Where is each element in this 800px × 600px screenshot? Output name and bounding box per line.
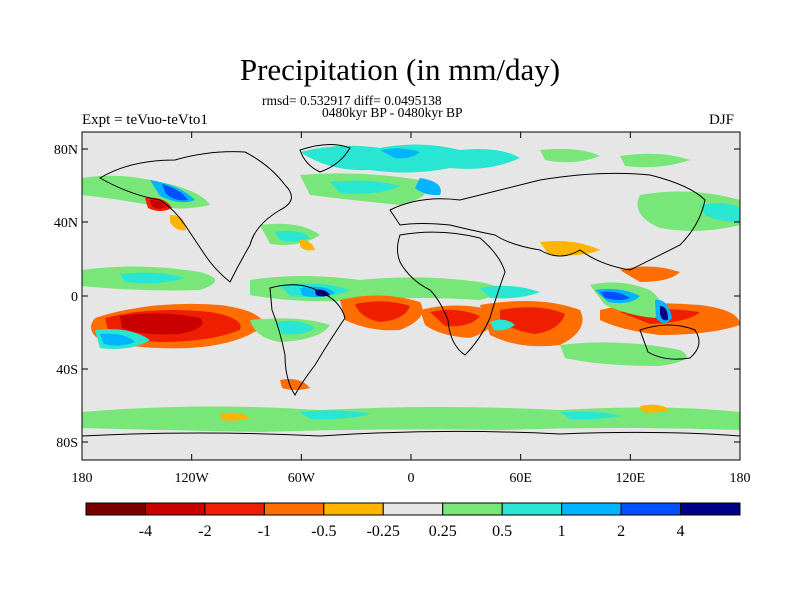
x-tick-label: 120E xyxy=(616,471,646,486)
colorbar-label: -2 xyxy=(198,523,211,540)
coastlines xyxy=(82,144,740,437)
x-tick-label: 180 xyxy=(730,471,751,486)
eurasia-coast xyxy=(389,172,706,271)
axis-labels: 80N 40N 0 40S 80S 180 120W 60W 0 60E 120E 180 xyxy=(54,143,751,486)
map-field xyxy=(82,132,740,460)
season-label: DJF xyxy=(709,112,735,128)
colorbar-label: -0.25 xyxy=(367,523,400,540)
colorbar-swatch xyxy=(561,502,622,516)
australia-coast xyxy=(639,324,700,360)
greenland-coast xyxy=(299,144,351,173)
south-america-coast xyxy=(269,284,346,396)
colorbar-swatch xyxy=(620,502,682,516)
plot-title: Precipitation (in mm/day) xyxy=(239,52,561,87)
colorbar-label: 4 xyxy=(677,523,685,540)
colorbar-swatch xyxy=(442,502,503,516)
colorbar: -4 -2 -1 -0.5 -0.25 0.25 0.5 1 2 4 xyxy=(85,502,741,540)
colorbar-swatch xyxy=(501,502,563,516)
stats-line: rmsd= 0.532917 diff= 0.0495138 xyxy=(262,93,442,108)
colorbar-label: 0.25 xyxy=(429,523,457,540)
x-tick-label: 0 xyxy=(408,471,415,486)
colorbar-label: 1 xyxy=(558,523,566,540)
africa-coast xyxy=(397,231,506,356)
y-tick-label: 80N xyxy=(54,143,78,158)
colorbar-swatch xyxy=(382,502,444,516)
colorbar-swatch xyxy=(680,502,741,516)
colorbar-label: 2 xyxy=(617,523,625,540)
colorbar-label: 0.5 xyxy=(492,523,512,540)
colorbar-swatch xyxy=(323,502,384,516)
colorbar-swatch xyxy=(144,502,206,516)
y-tick-label: 40N xyxy=(54,216,78,231)
x-tick-label: 180 xyxy=(72,471,93,486)
expt-label: Expt = teVuo-teVto1 xyxy=(82,112,208,128)
colorbar-swatch xyxy=(85,502,146,516)
y-tick-label: 80S xyxy=(56,436,78,451)
colorbar-label: -0.5 xyxy=(311,523,336,540)
y-tick-label: 0 xyxy=(71,290,78,305)
colorbar-label: -1 xyxy=(258,523,271,540)
colorbar-swatch xyxy=(263,502,325,516)
colorbar-swatch xyxy=(204,502,265,516)
x-tick-label: 60W xyxy=(288,471,316,486)
y-tick-label: 40S xyxy=(56,363,78,378)
x-tick-label: 60E xyxy=(509,471,532,486)
antarctica-coast xyxy=(82,430,740,437)
period-line: 0480kyr BP - 0480kyr BP xyxy=(322,105,463,120)
x-tick-label: 120W xyxy=(175,471,210,486)
north-america-coast xyxy=(99,151,292,283)
colorbar-label: -4 xyxy=(139,523,152,540)
precip-anomaly-patches xyxy=(82,144,740,432)
axis-ticks xyxy=(81,132,741,460)
